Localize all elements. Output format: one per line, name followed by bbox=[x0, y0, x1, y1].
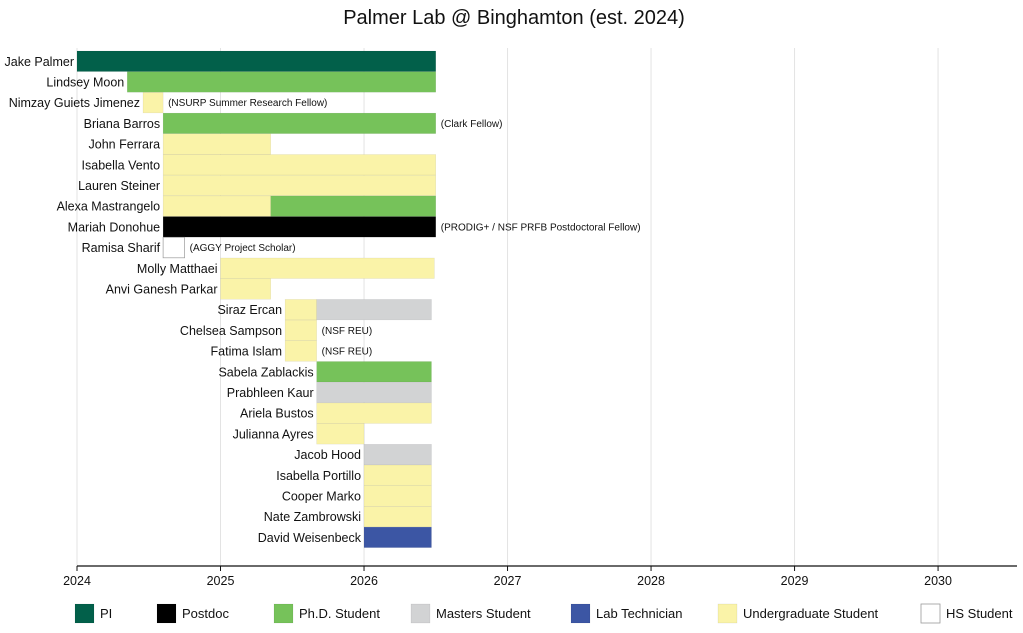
bar-cooper-marko-undergrad bbox=[363, 485, 432, 507]
bar-nate-zambrowski-undergrad bbox=[363, 506, 432, 528]
bar-david-weisenbeck-tech bbox=[363, 526, 432, 548]
x-tick-label-2025: 2025 bbox=[207, 574, 235, 588]
member-name-isabella-vento: Isabella Vento bbox=[82, 158, 161, 172]
bar-isabella-vento-undergrad bbox=[162, 154, 436, 176]
member-note-fatima-islam: (NSF REU) bbox=[322, 347, 373, 358]
legend: PI Postdoc Ph.D. Student Masters Student Lab… bbox=[74, 603, 1013, 624]
member-note-chelsea-sampson: (NSF REU) bbox=[322, 326, 373, 337]
bar-siraz-ercan-undergrad bbox=[284, 299, 317, 321]
bar-briana-barros-phd bbox=[162, 112, 436, 134]
member-name-ariela-bustos: Ariela Bustos bbox=[240, 407, 314, 421]
legend-label-hs: HS Student bbox=[946, 606, 1013, 621]
x-tick-label-2030: 2030 bbox=[924, 574, 952, 588]
member-note-briana-barros: (Clark Fellow) bbox=[441, 119, 503, 130]
bar-lauren-steiner-undergrad bbox=[162, 174, 436, 196]
member-name-prabhleen-kaur: Prabhleen Kaur bbox=[227, 386, 314, 400]
bar-jacob-hood-masters bbox=[363, 444, 432, 465]
member-name-molly-matthaei: Molly Matthaei bbox=[137, 262, 218, 276]
legend-label-tech: Lab Technician bbox=[596, 606, 683, 621]
member-name-anvi-ganesh-parkar: Anvi Ganesh Parkar bbox=[106, 282, 218, 296]
bar-fatima-islam-undergrad bbox=[284, 340, 317, 362]
bar-lindsey-moon-phd bbox=[127, 71, 436, 93]
member-name-ramisa-sharif: Ramisa Sharif bbox=[82, 241, 161, 255]
bar-mariah-donohue-postdoc bbox=[162, 216, 436, 238]
bar-julianna-ayres-undergrad bbox=[316, 423, 365, 445]
legend-label-phd: Ph.D. Student bbox=[299, 606, 380, 621]
bar-sabela-zablackis-phd bbox=[316, 361, 432, 383]
member-note-ramisa-sharif: (AGGY Project Scholar) bbox=[190, 243, 296, 254]
x-tick-label-2029: 2029 bbox=[781, 574, 809, 588]
member-name-alexa-mastrangelo: Alexa Mastrangelo bbox=[57, 200, 161, 214]
member-name-lindsey-moon: Lindsey Moon bbox=[46, 75, 124, 89]
legend-swatch-pi bbox=[74, 603, 95, 624]
member-name-cooper-marko: Cooper Marko bbox=[282, 489, 361, 503]
member-name-isabella-portillo: Isabella Portillo bbox=[276, 469, 361, 483]
x-tick-label-2024: 2024 bbox=[63, 574, 91, 588]
legend-label-undergrad: Undergraduate Student bbox=[743, 606, 879, 621]
member-name-fatima-islam: Fatima Islam bbox=[211, 345, 283, 359]
bar-anvi-ganesh-parkar-undergrad bbox=[220, 278, 271, 300]
legend-label-masters: Masters Student bbox=[436, 606, 531, 621]
bar-ariela-bustos-undergrad bbox=[316, 402, 432, 424]
legend-swatch-tech bbox=[570, 603, 591, 624]
bar-john-ferrara-undergrad bbox=[162, 133, 271, 155]
bar-siraz-ercan-masters bbox=[316, 299, 432, 321]
legend-label-postdoc: Postdoc bbox=[182, 606, 229, 621]
member-name-jacob-hood: Jacob Hood bbox=[294, 448, 361, 462]
legend-swatch-postdoc bbox=[156, 603, 177, 624]
legend-swatch-hs bbox=[920, 603, 941, 624]
member-note-mariah-donohue: (PRODIG+ / NSF PRFB Postdoctoral Fellow) bbox=[441, 222, 641, 233]
bar-jake-palmer-pi bbox=[76, 50, 436, 72]
member-bars bbox=[76, 50, 436, 548]
x-axis: 2024 2025 2026 2027 2028 2029 2030 bbox=[63, 565, 1017, 588]
member-name-nimzay-guiets-jimenez: Nimzay Guiets Jimenez bbox=[9, 96, 140, 110]
member-name-sabela-zablackis: Sabela Zablackis bbox=[218, 365, 313, 379]
bar-nimzay-guiets-jimenez-undergrad bbox=[142, 92, 164, 114]
bar-prabhleen-kaur-masters bbox=[316, 382, 432, 403]
chart-title: Palmer Lab @ Binghamton (est. 2024) bbox=[343, 7, 685, 29]
bar-alexa-mastrangelo-undergrad bbox=[162, 195, 271, 217]
legend-swatch-phd bbox=[273, 603, 294, 624]
member-note-nimzay-guiets-jimenez: (NSURP Summer Research Fellow) bbox=[168, 98, 327, 109]
bar-alexa-mastrangelo-phd bbox=[270, 195, 436, 217]
member-labels: Jake Palmer Lindsey Moon Nimzay Guiets Jim… bbox=[5, 55, 641, 545]
member-name-lauren-steiner: Lauren Steiner bbox=[78, 179, 160, 193]
member-name-david-weisenbeck: David Weisenbeck bbox=[258, 531, 362, 545]
x-tick-label-2026: 2026 bbox=[350, 574, 378, 588]
x-tick-label-2027: 2027 bbox=[494, 574, 522, 588]
legend-swatch-undergrad bbox=[717, 603, 738, 624]
member-name-john-ferrara: John Ferrara bbox=[89, 138, 161, 152]
member-name-mariah-donohue: Mariah Donohue bbox=[68, 220, 160, 234]
member-name-siraz-ercan: Siraz Ercan bbox=[217, 303, 282, 317]
member-name-chelsea-sampson: Chelsea Sampson bbox=[180, 324, 282, 338]
member-name-nate-zambrowski: Nate Zambrowski bbox=[264, 510, 361, 524]
legend-swatch-masters bbox=[410, 603, 431, 624]
legend-label-pi: PI bbox=[100, 606, 112, 621]
bar-isabella-portillo-undergrad bbox=[363, 464, 432, 486]
member-name-briana-barros: Briana Barros bbox=[84, 117, 160, 131]
member-name-julianna-ayres: Julianna Ayres bbox=[233, 427, 314, 441]
bar-molly-matthaei-undergrad bbox=[220, 257, 435, 279]
x-tick-label-2028: 2028 bbox=[637, 574, 665, 588]
member-name-jake-palmer: Jake Palmer bbox=[5, 55, 74, 69]
bar-ramisa-sharif-hs bbox=[162, 236, 185, 259]
bar-chelsea-sampson-undergrad bbox=[284, 319, 317, 341]
